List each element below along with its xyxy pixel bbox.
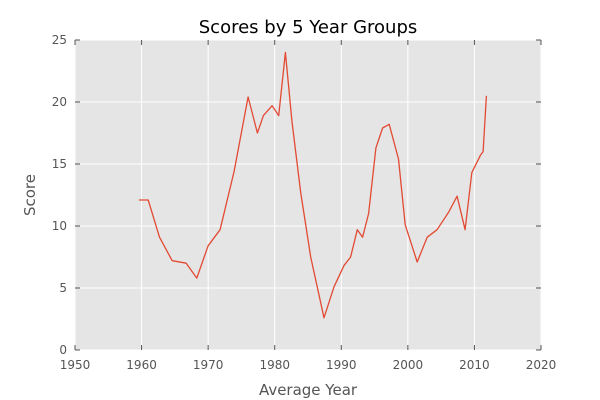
x-tick-label: 2000: [393, 358, 424, 372]
y-tick-label: 15: [52, 157, 67, 171]
x-tick-label: 2010: [459, 358, 490, 372]
y-tick-label: 0: [59, 343, 67, 357]
chart-title: Scores by 5 Year Groups: [199, 17, 418, 38]
grid-lines: [74, 39, 542, 351]
plot-area: [75, 40, 541, 350]
y-tick-label: 10: [52, 219, 67, 233]
y-tick-label: 25: [52, 33, 67, 47]
x-tick-label: 1990: [326, 358, 357, 372]
x-tick-label: 2020: [526, 358, 557, 372]
axis-ticks: 1950 1960 1970 1980 1990 2000 2010 2020 0 5 10 15 20…: [52, 33, 557, 372]
x-axis-label: Average Year: [259, 381, 358, 399]
x-tick-label: 1980: [259, 358, 290, 372]
y-tick-label: 5: [59, 281, 67, 295]
series-layer: [138, 51, 488, 319]
x-tick-label: 1950: [60, 358, 91, 372]
series-line: [138, 51, 488, 319]
y-axis-label: Score: [21, 174, 39, 216]
x-tick-label: 1970: [193, 358, 224, 372]
x-tick-label: 1960: [126, 358, 157, 372]
y-tick-label: 20: [52, 95, 67, 109]
